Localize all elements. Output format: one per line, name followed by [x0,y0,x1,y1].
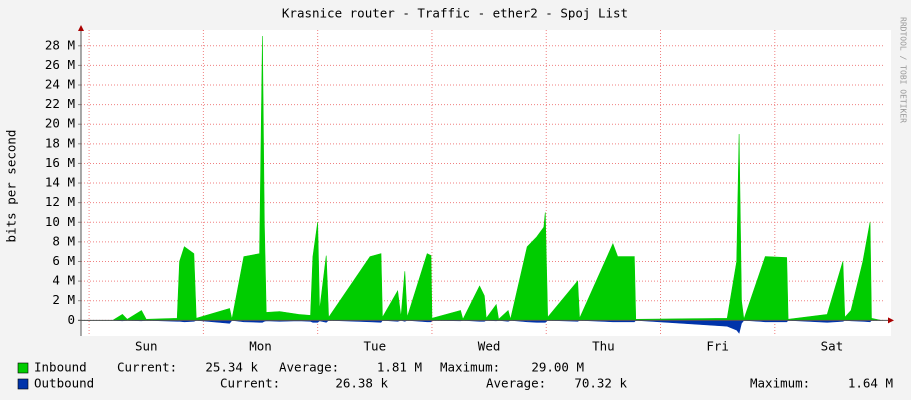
legend-stat-label: Current: [220,376,280,391]
x-axis-arrow [888,317,894,324]
y-tick-label: 14 M [45,175,75,190]
y-tick-label: 4 M [52,273,75,288]
y-tick-label: 16 M [45,155,75,170]
watermark: RRDTOOL / TOBI OETIKER [899,17,908,123]
x-tick-label: Fri [706,339,729,354]
x-tick-label: Thu [592,339,615,354]
legend-stat-label: Average: [279,360,339,375]
legend-stat-value: 26.38 k [335,376,388,391]
y-tick-label: 12 M [45,194,75,209]
y-tick-label: 20 M [45,116,75,131]
x-tick-label: Wed [478,339,501,354]
legend-label: Inbound [34,360,87,375]
legend-stat-label: Average: [486,376,546,391]
y-tick-label: 10 M [45,214,75,229]
y-tick-label: 26 M [45,57,75,72]
legend-stat-value: 70.32 k [574,376,627,391]
y-tick-label: 2 M [52,292,75,307]
x-tick-label: Sat [821,339,844,354]
chart-title: Krasnice router - Traffic - ether2 - Spo… [282,6,628,21]
y-axis-arrow [78,25,84,31]
y-tick-label: 6 M [52,253,75,268]
legend-stat-label: Current: [117,360,177,375]
y-tick-label: 8 M [52,233,75,248]
x-tick-label: Mon [249,339,272,354]
legend-stat-value: 1.64 M [848,376,893,391]
x-tick-label: Sun [135,339,158,354]
legend-stat-value: 25.34 k [205,360,258,375]
y-tick-label: 0 [67,312,75,327]
legend-swatch [17,378,29,390]
y-tick-label: 24 M [45,77,75,92]
legend-swatch [17,362,29,374]
x-tick-label: Tue [364,339,387,354]
y-tick-label: 28 M [45,37,75,52]
legend-stat-label: Maximum: [750,376,810,391]
legend-stat-value: 29.00 M [531,360,584,375]
y-axis-label: bits per second [4,130,19,243]
area [80,35,882,321]
y-tick-label: 22 M [45,96,75,111]
legend-stat-label: Maximum: [440,360,500,375]
legend-label: Outbound [34,376,94,391]
y-tick-label: 18 M [45,135,75,150]
legend-stat-value: 1.81 M [377,360,422,375]
